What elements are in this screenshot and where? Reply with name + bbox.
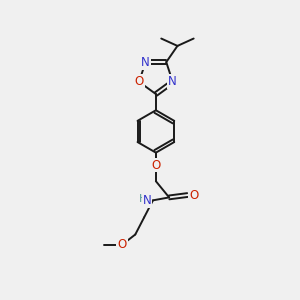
Text: O: O [189,188,199,202]
Text: N: N [143,194,152,207]
Text: O: O [151,158,160,172]
Text: N: N [168,75,177,88]
Text: O: O [134,75,144,88]
Text: H: H [139,194,148,204]
Text: O: O [117,238,127,251]
Text: N: N [141,56,150,69]
